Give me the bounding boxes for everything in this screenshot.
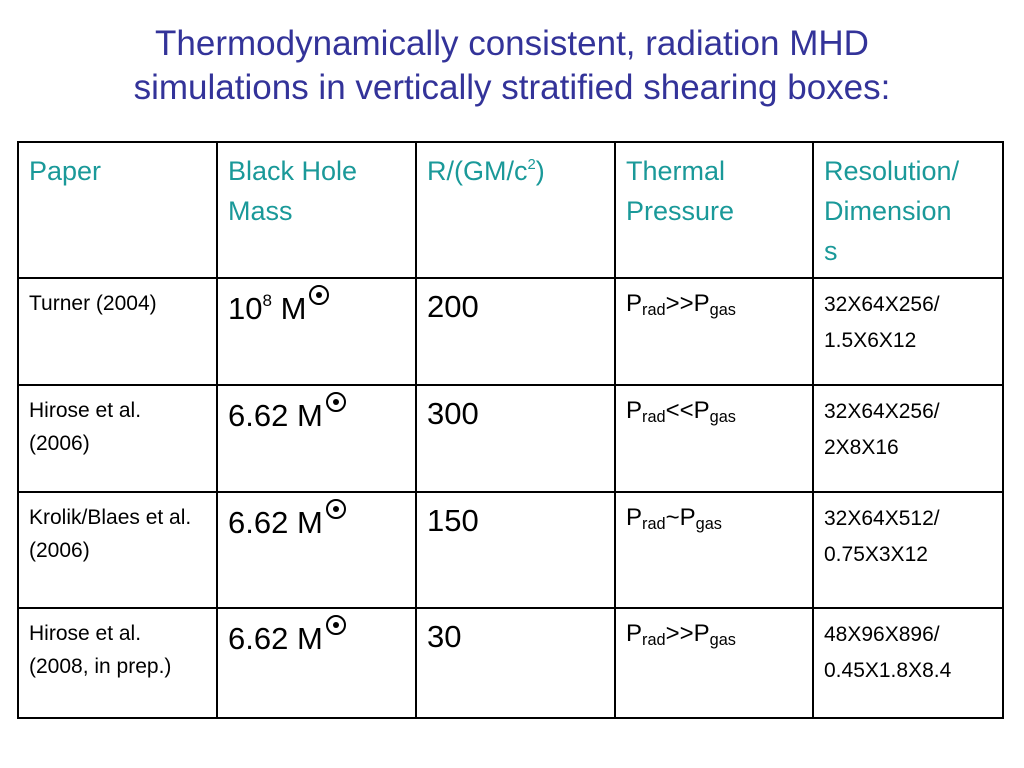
header-resolution: Resolution/Dimension s (812, 141, 1004, 279)
cell-resolution: 48X96X896/0.45X1.8X8.4 (812, 607, 1004, 719)
cell-radius: 30 (415, 607, 616, 719)
cell-thermal: Prad~Pgas (614, 491, 814, 609)
cell-paper: Krolik/Blaes et al. (2006) (17, 491, 218, 609)
header-radius: R/(GM/c2) (415, 141, 616, 279)
cell-paper: Hirose et al. (2006) (17, 384, 218, 493)
cell-thermal: Prad>>Pgas (614, 607, 814, 719)
table-row: Hirose et al. (2006) 6.62 M 300 Prad<<Pg… (17, 384, 1004, 493)
cell-resolution: 32X64X512/0.75X3X12 (812, 491, 1004, 609)
cell-thermal: Prad<<Pgas (614, 384, 814, 493)
table-row: Krolik/Blaes et al. (2006) 6.62 M 150 Pr… (17, 491, 1004, 609)
sun-symbol-icon (309, 285, 330, 305)
title-line-2: simulations in vertically stratified she… (133, 68, 891, 107)
page-title: Thermodynamically consistent, radiation … (0, 22, 1024, 110)
header-mass: Black Hole Mass (216, 141, 417, 279)
cell-resolution: 32X64X256/1.5X6X12 (812, 277, 1004, 386)
table-row: Hirose et al. (2008, in prep.) 6.62 M 30… (17, 607, 1004, 719)
cell-paper: Turner (2004) (17, 277, 218, 386)
sun-symbol-icon (325, 615, 346, 635)
title-line-1: Thermodynamically consistent, radiation … (155, 24, 869, 63)
cell-mass: 6.62 M (216, 491, 417, 609)
simulation-table: Paper Black Hole Mass R/(GM/c2) Thermal … (17, 141, 1004, 719)
cell-mass: 6.62 M (216, 607, 417, 719)
cell-paper: Hirose et al. (2008, in prep.) (17, 607, 218, 719)
table-row: Turner (2004) 108 M 200 Prad>>Pgas 32X64… (17, 277, 1004, 386)
header-thermal: Thermal Pressure (614, 141, 814, 279)
cell-radius: 200 (415, 277, 616, 386)
cell-radius: 150 (415, 491, 616, 609)
cell-radius: 300 (415, 384, 616, 493)
header-row: Paper Black Hole Mass R/(GM/c2) Thermal … (17, 141, 1004, 279)
cell-mass: 108 M (216, 277, 417, 386)
cell-mass: 6.62 M (216, 384, 417, 493)
cell-resolution: 32X64X256/2X8X16 (812, 384, 1004, 493)
cell-thermal: Prad>>Pgas (614, 277, 814, 386)
header-paper: Paper (17, 141, 218, 279)
sun-symbol-icon (325, 499, 346, 519)
sun-symbol-icon (325, 392, 346, 412)
